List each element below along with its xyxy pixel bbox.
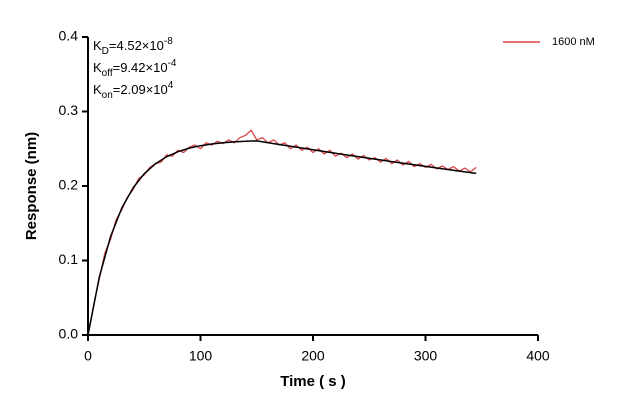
y-tick-label: 0.1 xyxy=(59,251,79,267)
annotation: Koff=9.42×10-4 xyxy=(93,58,177,79)
x-axis-title: Time ( s ) xyxy=(280,373,346,390)
annotation: Kon=2.09×104 xyxy=(93,80,174,101)
y-axis-title: Response (nm) xyxy=(23,132,40,240)
annotation-text: =4.52×10 xyxy=(109,38,164,53)
x-tick-label: 300 xyxy=(414,348,438,364)
annotation-symbol: K xyxy=(93,38,102,53)
y-tick-label: 0.0 xyxy=(59,326,79,342)
annotation-subscript: D xyxy=(102,46,109,57)
x-tick-label: 400 xyxy=(526,348,550,364)
x-tick-label: 100 xyxy=(189,348,213,364)
annotation-superscript: -4 xyxy=(168,58,177,69)
annotation-symbol: K xyxy=(93,60,102,75)
annotation-subscript: off xyxy=(102,68,113,79)
annotation-subscript: on xyxy=(102,90,113,101)
annotation-superscript: -8 xyxy=(164,36,173,47)
series-line xyxy=(87,140,477,336)
annotation-symbol: K xyxy=(93,82,102,97)
y-tick-label: 0.4 xyxy=(59,28,79,44)
x-tick-label: 200 xyxy=(301,348,325,364)
series-line xyxy=(87,129,477,336)
y-tick-label: 0.2 xyxy=(59,177,79,193)
y-tick-label: 0.3 xyxy=(59,102,79,118)
annotation-superscript: 4 xyxy=(168,80,174,91)
annotation-text: =9.42×10 xyxy=(113,60,168,75)
annotation-text: =2.09×10 xyxy=(113,82,168,97)
legend-label: 1600 nM xyxy=(552,36,595,48)
annotation: KD=4.52×10-8 xyxy=(93,36,173,57)
x-tick-label: 0 xyxy=(84,348,92,364)
